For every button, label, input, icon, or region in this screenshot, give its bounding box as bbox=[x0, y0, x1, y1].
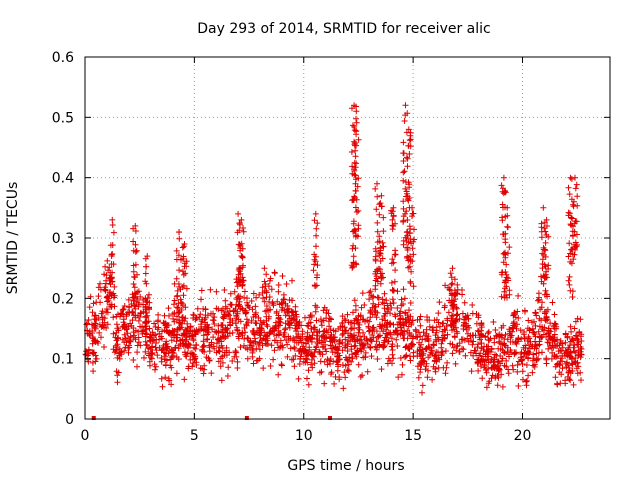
y-tick-label: 0.3 bbox=[52, 231, 74, 247]
y-tick-label: 0.5 bbox=[52, 110, 74, 126]
y-tick-label: 0.4 bbox=[52, 171, 74, 187]
chart-title: Day 293 of 2014, SRMTID for receiver ali… bbox=[197, 21, 490, 37]
x-tick-label: 5 bbox=[190, 428, 199, 444]
y-axis-title: SRMTID / TECUs bbox=[5, 182, 21, 295]
y-tick-label: 0 bbox=[65, 412, 74, 428]
x-tick-label: 10 bbox=[295, 428, 313, 444]
data-points bbox=[82, 102, 585, 396]
grid-lines bbox=[85, 57, 610, 419]
zero-marker bbox=[328, 416, 332, 420]
x-tick-label: 15 bbox=[404, 428, 422, 444]
y-tick-label: 0.1 bbox=[52, 352, 74, 368]
zero-marker bbox=[244, 416, 249, 420]
x-axis-title: GPS time / hours bbox=[287, 458, 404, 474]
y-tick-label: 0.6 bbox=[52, 50, 74, 66]
x-tick-label: 0 bbox=[81, 428, 90, 444]
zero-marker bbox=[91, 416, 96, 420]
scatter-point-markers bbox=[82, 102, 585, 396]
axis-ticks: 0 0.1 0.2 0.3 0.4 0.5 0.6 0 5 10 15 20 bbox=[52, 50, 610, 444]
x-tick-label: 20 bbox=[514, 428, 532, 444]
zero-markers bbox=[91, 416, 332, 420]
y-tick-label: 0.2 bbox=[52, 291, 74, 307]
